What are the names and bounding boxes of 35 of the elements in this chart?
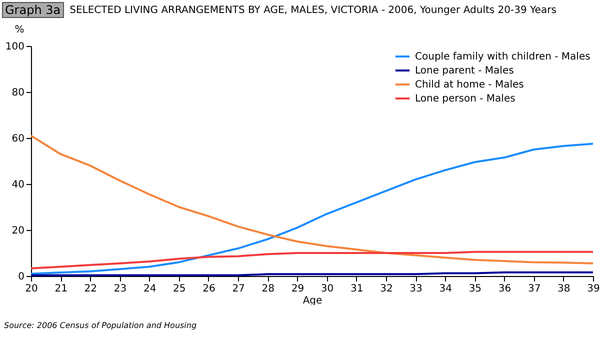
x-tick-label: 21 — [54, 284, 68, 294]
legend-label: Couple family with children - Males — [415, 52, 590, 62]
x-tick-label: 35 — [468, 284, 482, 294]
x-tick-label: 39 — [587, 284, 600, 294]
legend-label: Lone parent - Males — [415, 66, 514, 76]
x-tick-label: 38 — [558, 284, 570, 294]
x-tick-label: 32 — [380, 284, 393, 294]
x-tick-label: 26 — [202, 284, 216, 294]
x-tick-label: 20 — [25, 284, 38, 294]
x-tick-label: 37 — [528, 284, 541, 294]
x-tick-label: 23 — [114, 284, 127, 294]
y-tick-label: 60 — [12, 134, 24, 144]
x-tick-label: 24 — [143, 284, 156, 294]
source-note: Source: 2006 Census of Population and Housing — [3, 321, 198, 330]
y-tick-label: 100 — [5, 42, 24, 52]
y-tick-label: 20 — [12, 226, 24, 236]
line-series — [30, 250, 594, 270]
y-tick-label: 80 — [12, 88, 24, 98]
chart-title: SELECTED LIVING ARRANGEMENTS BY AGE, MALES, VICTORIA - 2006, Younger Adults 20-39 Years — [70, 4, 556, 16]
x-tick-label: 22 — [84, 284, 98, 294]
x-tick-label: 36 — [498, 284, 512, 294]
x-tick-label: 30 — [320, 284, 334, 294]
x-tick-label: 27 — [232, 284, 245, 294]
caption: Graph 3a — [2, 2, 64, 18]
legend-label: Child at home - Males — [415, 80, 524, 90]
x-tick-label: 28 — [262, 284, 274, 294]
y-axis-title: % — [14, 24, 24, 36]
y-tick-label: 40 — [12, 180, 24, 190]
x-tick-label: 33 — [410, 284, 422, 294]
y-tick-label: 0 — [18, 272, 24, 282]
x-tick-label: 31 — [350, 284, 364, 294]
x-tick-label: 29 — [291, 284, 304, 294]
x-tick-label: 25 — [173, 284, 186, 294]
x-tick-label: 34 — [439, 284, 452, 294]
legend-label: Lone person - Males — [415, 94, 516, 104]
